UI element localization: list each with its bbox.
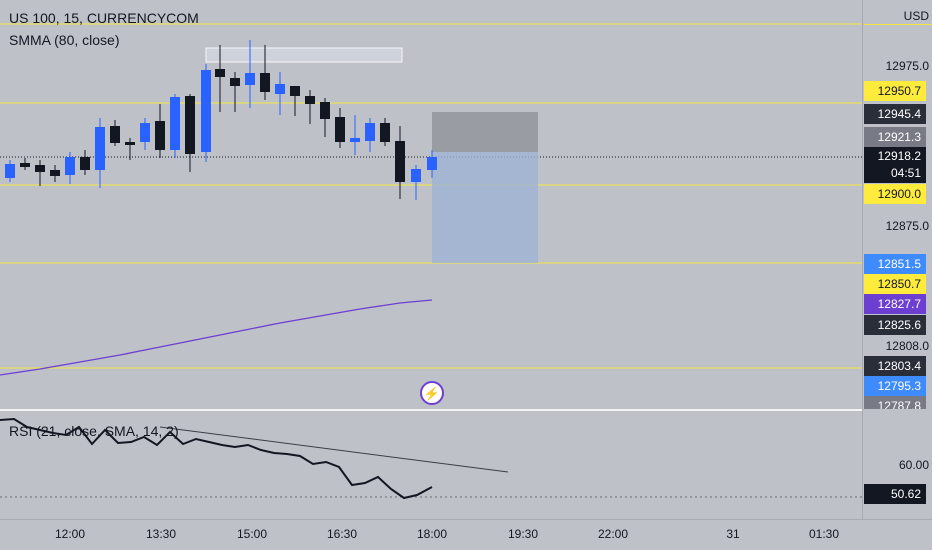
rsi-canvas[interactable] xyxy=(0,411,862,519)
candle-body xyxy=(335,117,345,142)
candle-body xyxy=(20,163,30,167)
smma-legend[interactable]: SMMA (80, close) xyxy=(9,32,120,48)
candle-body xyxy=(215,69,225,77)
candles-group[interactable] xyxy=(5,40,437,200)
candle-body xyxy=(320,102,330,119)
candle-body xyxy=(110,126,120,143)
time-label-1630: 16:30 xyxy=(326,527,358,541)
lightning-alert-icon: ⚡ xyxy=(423,385,441,401)
price-axis[interactable]: USD 12975.0 12875.0 12950.7 12945.4 1292… xyxy=(862,0,932,519)
rsi-pane[interactable]: RSI (21, close, SMA, 14, 2) xyxy=(0,411,862,519)
price-label-12875: 12875.0 xyxy=(885,219,929,233)
candle-body xyxy=(245,73,255,85)
candle-body xyxy=(201,70,211,152)
time-label-1200: 12:00 xyxy=(54,527,86,541)
candle-body xyxy=(365,123,375,141)
price-tag-12827: 12827.7 xyxy=(864,294,926,314)
candle-body xyxy=(65,157,75,175)
rsi-trendline[interactable] xyxy=(159,426,509,473)
candle-body xyxy=(290,86,300,96)
price-tag-12950: 12950.7 xyxy=(864,81,926,101)
alert-button[interactable]: ⚡ xyxy=(420,381,444,405)
price-tag-12900: 12900.0 xyxy=(864,184,926,204)
rsi-axis-60: 60.00 xyxy=(898,458,929,472)
candle-body xyxy=(185,96,195,154)
price-tag-12803: 12803.4 xyxy=(864,356,926,376)
pane-divider[interactable] xyxy=(0,409,932,411)
price-tag-12787: 12787.8 xyxy=(864,396,926,409)
candle-body xyxy=(170,97,180,150)
candle-body xyxy=(305,96,315,104)
candle-body xyxy=(95,127,105,170)
rectangle-drawing[interactable] xyxy=(205,47,403,63)
position-stop-zone[interactable] xyxy=(432,112,538,152)
candle-body xyxy=(350,138,360,142)
smma-line[interactable] xyxy=(0,299,433,376)
candle-body xyxy=(395,141,405,182)
main-chart-pane[interactable]: US 100, 15, CURRENCYCOM SMMA (80, close)… xyxy=(0,0,862,410)
current-price-tag: 12918.2 04:51 xyxy=(864,147,926,183)
candle-body xyxy=(260,73,270,92)
bar-countdown: 04:51 xyxy=(890,166,921,180)
candle-body xyxy=(155,121,165,150)
rsi-legend[interactable]: RSI (21, close, SMA, 14, 2) xyxy=(9,423,179,439)
candle-body xyxy=(230,78,240,86)
time-label-1800: 18:00 xyxy=(416,527,448,541)
price-tag-12850: 12850.7 xyxy=(864,274,926,294)
candle-body xyxy=(411,169,421,182)
time-label-31: 31 xyxy=(726,527,740,541)
time-label-2200: 22:00 xyxy=(597,527,629,541)
time-label-1500: 15:00 xyxy=(236,527,268,541)
candle-body xyxy=(35,165,45,172)
candle-body xyxy=(275,84,285,94)
rsi-current-tag: 50.62 xyxy=(864,484,926,504)
time-label-1330: 13:30 xyxy=(145,527,177,541)
time-label-1930: 19:30 xyxy=(507,527,539,541)
candle-body xyxy=(125,142,135,145)
price-tag-12825: 12825.6 xyxy=(864,315,926,335)
axis-top-level-marker xyxy=(864,24,932,37)
current-price-value: 12918.2 xyxy=(877,149,921,163)
candle-body xyxy=(380,123,390,142)
price-label-12975: 12975.0 xyxy=(885,59,929,73)
price-tag-12945: 12945.4 xyxy=(864,104,926,124)
symbol-legend[interactable]: US 100, 15, CURRENCYCOM xyxy=(9,10,199,26)
candle-body xyxy=(50,170,60,176)
price-tag-12921: 12921.3 xyxy=(864,127,926,147)
currency-label[interactable]: USD xyxy=(903,9,929,23)
candle-body xyxy=(427,157,437,170)
price-chart-canvas[interactable] xyxy=(0,0,862,410)
candle-body xyxy=(80,157,90,170)
candle-body xyxy=(5,164,15,178)
time-label-0130: 01:30 xyxy=(808,527,840,541)
position-target-zone[interactable] xyxy=(432,152,538,263)
candle-body xyxy=(140,123,150,142)
price-label-12808: 12808.0 xyxy=(885,339,929,353)
price-tag-12851: 12851.5 xyxy=(864,254,926,274)
rsi-line[interactable] xyxy=(0,417,433,500)
time-axis[interactable] xyxy=(0,519,932,550)
price-tag-12795: 12795.3 xyxy=(864,376,926,396)
